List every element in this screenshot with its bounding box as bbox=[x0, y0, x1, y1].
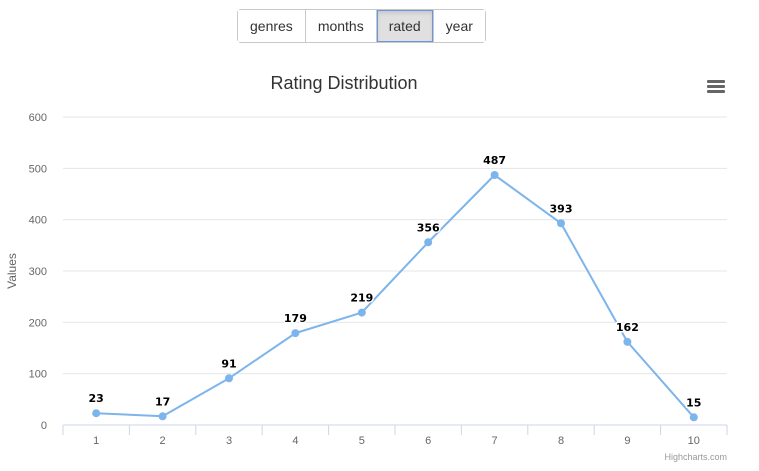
x-tick-label: 2 bbox=[160, 435, 166, 447]
menu-bar bbox=[707, 90, 725, 93]
data-point[interactable] bbox=[225, 374, 233, 383]
menu-bar bbox=[707, 80, 725, 83]
y-tick-label: 500 bbox=[29, 163, 47, 175]
x-tick-label: 5 bbox=[359, 435, 365, 447]
data-label: 17 bbox=[155, 395, 170, 408]
tab-rated[interactable]: rated bbox=[376, 10, 434, 42]
tab-year[interactable]: year bbox=[433, 10, 485, 42]
hamburger-menu-icon[interactable] bbox=[707, 80, 725, 94]
tab-genres[interactable]: genres bbox=[238, 10, 306, 42]
data-point[interactable] bbox=[424, 238, 433, 247]
x-tick-label: 1 bbox=[93, 435, 99, 447]
x-tick-label: 8 bbox=[558, 435, 564, 447]
data-point[interactable] bbox=[557, 219, 565, 228]
x-tick-label: 7 bbox=[492, 435, 498, 447]
y-tick-label: 600 bbox=[29, 112, 47, 124]
tab-months[interactable]: months bbox=[305, 10, 377, 42]
data-label: 91 bbox=[221, 357, 236, 370]
data-label: 162 bbox=[616, 321, 639, 334]
series-line bbox=[95, 174, 695, 419]
data-label: 487 bbox=[483, 154, 506, 167]
y-tick-label: 400 bbox=[29, 215, 47, 227]
y-tick-label: 0 bbox=[41, 420, 47, 432]
data-point[interactable] bbox=[357, 308, 366, 317]
data-label: 219 bbox=[350, 292, 373, 305]
data-point[interactable] bbox=[291, 329, 300, 338]
chart-tab-group: genres months rated year bbox=[237, 9, 486, 43]
data-label: 393 bbox=[550, 202, 573, 215]
x-tick-label: 6 bbox=[425, 435, 431, 447]
x-tick-label: 4 bbox=[292, 435, 298, 447]
data-label: 23 bbox=[89, 392, 104, 405]
data-point[interactable] bbox=[623, 337, 632, 346]
data-label: 356 bbox=[417, 221, 440, 234]
data-point[interactable] bbox=[92, 409, 101, 418]
data-label: 179 bbox=[284, 312, 307, 325]
data-point[interactable] bbox=[490, 171, 499, 180]
y-tick-label: 200 bbox=[29, 317, 47, 329]
x-tick-label: 10 bbox=[688, 435, 700, 447]
menu-bar bbox=[707, 85, 725, 88]
data-point[interactable] bbox=[158, 412, 167, 421]
y-tick-label: 100 bbox=[29, 369, 47, 381]
data-label: 15 bbox=[686, 396, 701, 409]
chart-title: Rating Distribution bbox=[270, 73, 417, 93]
y-axis-label: Values bbox=[5, 253, 19, 289]
x-tick-label: 3 bbox=[226, 435, 232, 447]
data-point[interactable] bbox=[689, 413, 698, 422]
x-tick-label: 9 bbox=[624, 435, 630, 447]
y-tick-label: 300 bbox=[29, 266, 47, 278]
credits-label[interactable]: Highcharts.com bbox=[664, 452, 727, 462]
